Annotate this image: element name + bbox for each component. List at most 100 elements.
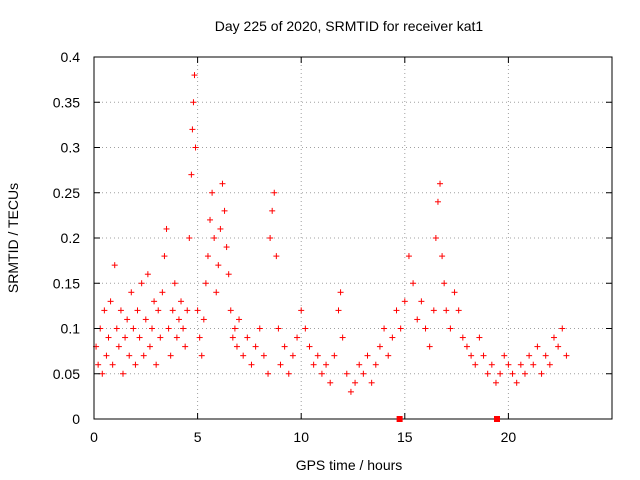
data-point: [200, 316, 207, 323]
y-tick-label: 0.05: [53, 366, 80, 382]
data-point: [227, 307, 234, 314]
data-point: [142, 316, 149, 323]
data-point: [492, 379, 499, 386]
data-point: [124, 316, 131, 323]
data-point: [530, 361, 537, 368]
data-point: [314, 352, 321, 359]
data-point: [472, 361, 479, 368]
data-point: [233, 343, 240, 350]
data-point: [157, 334, 164, 341]
grid: [94, 57, 612, 419]
y-tick-label: 0.2: [61, 230, 81, 246]
data-point: [381, 325, 388, 332]
data-point: [269, 207, 276, 214]
data-point: [364, 352, 371, 359]
y-tick-label: 0.1: [61, 321, 81, 337]
data-point: [302, 325, 309, 332]
data-point: [521, 370, 528, 377]
data-point: [186, 235, 193, 241]
data-point: [426, 343, 433, 350]
data-point: [505, 361, 512, 368]
data-point: [151, 298, 158, 305]
data-point: [236, 316, 243, 323]
data-point: [339, 334, 346, 341]
data-point: [111, 262, 118, 269]
data-point: [140, 352, 147, 359]
data-point: [327, 379, 334, 386]
axis-markers: [396, 416, 501, 422]
x-tick-label: 15: [397, 429, 413, 445]
data-point: [267, 235, 274, 241]
data-point: [542, 352, 549, 359]
data-point: [559, 325, 566, 332]
data-point: [132, 361, 139, 368]
data-point: [414, 316, 421, 323]
data-point: [376, 343, 383, 350]
data-point: [99, 370, 106, 377]
data-point: [476, 334, 483, 341]
data-point: [209, 189, 216, 196]
x-axis-label: GPS time / hours: [296, 457, 403, 473]
data-point: [190, 99, 197, 106]
data-point: [144, 271, 151, 278]
y-tick-label: 0.15: [53, 275, 80, 291]
data-point: [231, 325, 238, 332]
data-point: [422, 325, 429, 332]
data-point: [447, 325, 454, 332]
data-point: [134, 307, 141, 314]
data-point: [418, 298, 425, 305]
data-point: [192, 144, 199, 151]
data-point: [331, 352, 338, 359]
x-tick-label: 0: [90, 429, 98, 445]
x-tick-label: 5: [194, 429, 202, 445]
y-tick-label: 0.25: [53, 185, 80, 201]
data-point: [221, 207, 228, 214]
data-point: [256, 325, 263, 332]
data-point: [260, 352, 267, 359]
data-point: [122, 334, 129, 341]
data-point: [196, 334, 203, 341]
data-point: [517, 361, 524, 368]
data-point: [184, 307, 191, 314]
data-point: [534, 343, 541, 350]
data-points: [93, 72, 570, 395]
chart-title: Day 225 of 2020, SRMTID for receiver kat…: [215, 18, 484, 34]
data-point: [368, 379, 375, 386]
data-point: [323, 361, 330, 368]
y-axis-label: SRMTID / TECUs: [5, 183, 21, 293]
data-point: [281, 343, 288, 350]
data-point: [115, 343, 122, 350]
data-point: [306, 343, 313, 350]
data-point: [146, 343, 153, 350]
data-point: [207, 216, 214, 223]
data-point: [130, 325, 137, 332]
data-point: [289, 352, 296, 359]
data-point: [298, 307, 305, 314]
data-point: [161, 253, 168, 260]
data-point: [223, 244, 230, 251]
data-point: [526, 352, 533, 359]
data-point: [225, 271, 232, 278]
data-point: [393, 307, 400, 314]
data-point: [211, 235, 218, 241]
data-point: [120, 370, 127, 377]
data-point: [555, 343, 562, 350]
data-point: [405, 253, 412, 260]
data-point: [335, 307, 342, 314]
data-point: [337, 289, 344, 296]
data-point: [113, 325, 120, 332]
y-tick-label: 0.4: [61, 49, 81, 65]
axis-marker: [494, 416, 501, 422]
data-point: [501, 352, 508, 359]
data-point: [117, 307, 124, 314]
y-tick-label: 0: [72, 411, 80, 427]
data-point: [550, 334, 557, 341]
data-point: [401, 298, 408, 305]
data-point: [484, 370, 491, 377]
data-point: [451, 289, 458, 296]
data-point: [430, 307, 437, 314]
data-point: [217, 225, 224, 232]
x-tick-label: 10: [293, 429, 309, 445]
data-point: [538, 370, 545, 377]
